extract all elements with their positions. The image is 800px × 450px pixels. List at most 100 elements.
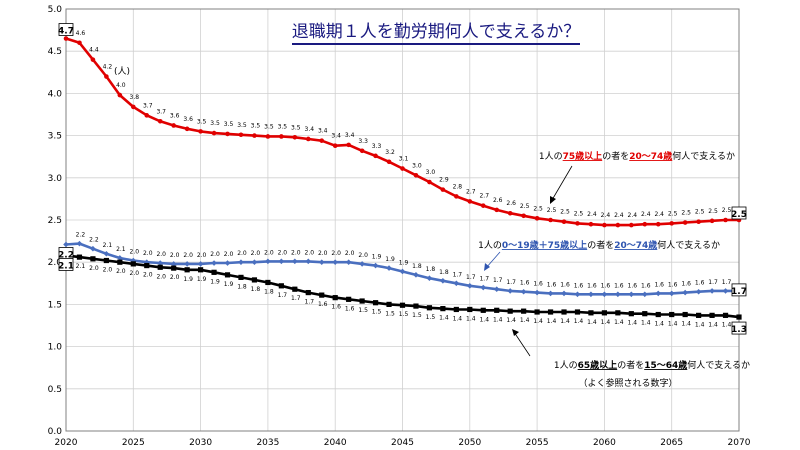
data-label: 1.5 [412, 312, 422, 319]
annotation-arrow [513, 331, 531, 357]
data-point [131, 104, 136, 110]
data-label: 1.4 [614, 319, 624, 326]
data-point [90, 57, 96, 62]
start-label: 2.2 [58, 250, 74, 260]
data-label: 1.7 [453, 271, 463, 278]
data-point [413, 272, 419, 278]
data-point [588, 221, 594, 227]
data-label: 3.4 [345, 132, 355, 139]
svg-text:1人の75歳以上の者を20～74歳何人で支えるか: 1人の75歳以上の者を20～74歳何人で支えるか [539, 150, 735, 162]
data-point [601, 310, 607, 316]
data-point [655, 311, 661, 318]
data-label: 1.8 [251, 286, 261, 293]
y-tick-label: 2.0 [48, 258, 63, 268]
data-label: 2.0 [170, 252, 180, 259]
data-point [400, 166, 405, 171]
data-point [224, 260, 231, 266]
ann-text: の者を [587, 240, 614, 251]
x-tick-label: 2045 [391, 438, 414, 448]
data-label: 1.5 [358, 307, 368, 314]
data-point [641, 291, 648, 298]
data-label: 1.4 [628, 320, 638, 327]
data-point [346, 296, 352, 302]
data-point [399, 268, 406, 275]
data-label: 2.1 [103, 242, 113, 249]
data-label: 3.5 [224, 121, 234, 128]
data-point [521, 213, 526, 219]
data-label: 1.6 [345, 305, 355, 312]
data-point [238, 274, 244, 280]
data-point [695, 288, 702, 295]
data-label: 1.9 [399, 259, 409, 266]
ann-text: 1人の [478, 240, 502, 251]
data-label: 2.0 [197, 252, 207, 259]
data-point [682, 289, 688, 296]
data-point [211, 269, 217, 275]
data-label: 1.6 [574, 282, 584, 289]
data-label: 2.0 [103, 267, 113, 274]
ann-highlight: 15～64歳 [644, 359, 687, 371]
data-label: 2.0 [345, 250, 355, 257]
svg-text:1人の0～19歳＋75歳以上の者を20～74歳何人で支えるか: 1人の0～19歳＋75歳以上の者を20～74歳何人で支えるか [478, 239, 720, 251]
ann-highlight: 20～74歳 [614, 239, 657, 251]
data-point [480, 284, 487, 291]
data-point [507, 308, 513, 314]
data-label: 4.0 [116, 82, 126, 89]
data-point [494, 307, 500, 313]
data-point [493, 286, 500, 293]
data-point [345, 259, 352, 265]
data-label: 1.6 [533, 281, 543, 288]
data-label: 2.1 [116, 246, 126, 253]
data-point [103, 250, 110, 257]
data-label: 2.0 [251, 250, 261, 257]
data-point [157, 118, 163, 124]
data-label: 1.4 [601, 319, 611, 326]
start-label-box [58, 23, 74, 36]
data-point [319, 138, 325, 143]
data-label: 2.0 [291, 249, 301, 256]
data-point [709, 288, 715, 294]
data-label: 2.9 [439, 177, 449, 184]
data-point [453, 306, 459, 313]
data-point [251, 277, 258, 283]
data-label: 2.4 [628, 212, 638, 219]
data-label: 3.1 [399, 156, 409, 163]
data-point [628, 291, 635, 298]
data-label: 1.4 [466, 315, 476, 322]
data-label: 1.4 [708, 321, 718, 328]
chart-title: 退職期１人を勤労期何人で支えるか？ [292, 22, 581, 42]
data-label: 1.9 [210, 278, 220, 285]
annotation-arrowhead [550, 196, 556, 204]
data-point [117, 255, 123, 261]
x-tick-label: 2040 [324, 438, 347, 448]
data-label: 2.6 [493, 197, 503, 204]
data-label: 3.4 [331, 133, 341, 140]
data-label: 1.4 [641, 320, 651, 327]
data-point [225, 131, 230, 137]
data-point [521, 308, 527, 314]
data-label: 2.5 [708, 208, 718, 215]
data-point [453, 280, 460, 287]
data-label: 1.7 [708, 279, 718, 286]
data-label: 1.7 [506, 279, 516, 286]
data-label: 1.7 [291, 295, 301, 302]
data-label: 4.2 [103, 64, 113, 71]
data-label: 1.5 [426, 314, 436, 321]
data-label: 2.7 [479, 193, 489, 200]
data-label: 2.2 [89, 237, 99, 244]
data-point [292, 286, 298, 292]
data-label: 1.9 [224, 281, 234, 288]
data-label: 1.4 [547, 318, 557, 325]
data-point [467, 283, 473, 289]
data-label: 1.4 [453, 315, 463, 322]
data-point [386, 301, 392, 307]
annotation-arrowhead [512, 329, 519, 336]
data-point [454, 194, 459, 199]
data-labels-layer: 4.64.44.24.03.83.73.73.6 3.6 3.5 3.5 3.5 3.5 3… [58, 23, 747, 335]
data-label: 2.5 [695, 209, 705, 216]
data-label: 1.4 [506, 317, 516, 324]
data-label: 1.4 [587, 319, 597, 326]
data-label: 3.7 [156, 108, 166, 115]
data-label: 2.0 [237, 250, 247, 257]
